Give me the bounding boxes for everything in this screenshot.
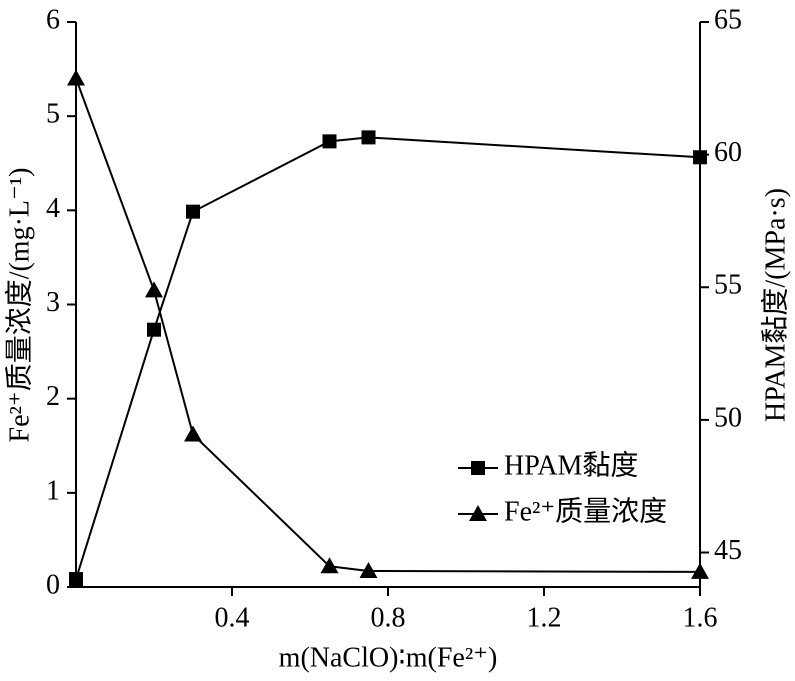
legend-marker bbox=[471, 461, 485, 475]
y-tick-label: 6 bbox=[46, 4, 60, 35]
y2-axis-label: HPAM黏度/(MPa·s) bbox=[759, 188, 791, 422]
data-point bbox=[145, 281, 163, 298]
data-point bbox=[147, 322, 161, 337]
data-point bbox=[186, 204, 200, 219]
y-tick-label: 2 bbox=[46, 381, 60, 412]
y-tick-label: 4 bbox=[46, 193, 60, 224]
y2-tick-label: 60 bbox=[714, 137, 742, 168]
y2-tick-label: 65 bbox=[714, 4, 742, 35]
y2-tick-label: 45 bbox=[714, 535, 742, 566]
y-tick-label: 3 bbox=[46, 287, 60, 318]
data-point bbox=[691, 562, 709, 579]
data-point bbox=[184, 425, 202, 442]
y-tick-label: 1 bbox=[46, 475, 60, 506]
series-line bbox=[75, 136, 701, 580]
y-tick-label: 5 bbox=[46, 99, 60, 130]
y2-tick-label: 50 bbox=[714, 402, 742, 433]
legend-label: Fe²⁺质量浓度 bbox=[504, 495, 667, 527]
x-tick-label: 1.2 bbox=[527, 602, 562, 633]
y-tick-label: 0 bbox=[46, 569, 60, 600]
data-point bbox=[67, 69, 85, 86]
legend-marker bbox=[469, 505, 487, 521]
y-axis-label: Fe²⁺质量浓度/(mg·L⁻¹) bbox=[3, 168, 35, 443]
legend-label: HPAM黏度 bbox=[504, 449, 638, 481]
data-point bbox=[69, 572, 83, 587]
x-tick-label: 0.4 bbox=[215, 602, 250, 633]
data-point bbox=[320, 557, 339, 574]
data-point bbox=[322, 134, 337, 149]
data-point bbox=[693, 150, 707, 165]
data-point bbox=[359, 561, 378, 578]
y2-tick-label: 55 bbox=[714, 270, 742, 301]
x-tick-label: 0.8 bbox=[371, 602, 406, 633]
data-point bbox=[361, 130, 376, 145]
x-axis-label: m(NaClO)∶m(Fe²⁺) bbox=[279, 642, 498, 673]
series-line bbox=[75, 78, 701, 573]
x-tick-label: 1.6 bbox=[683, 602, 718, 633]
